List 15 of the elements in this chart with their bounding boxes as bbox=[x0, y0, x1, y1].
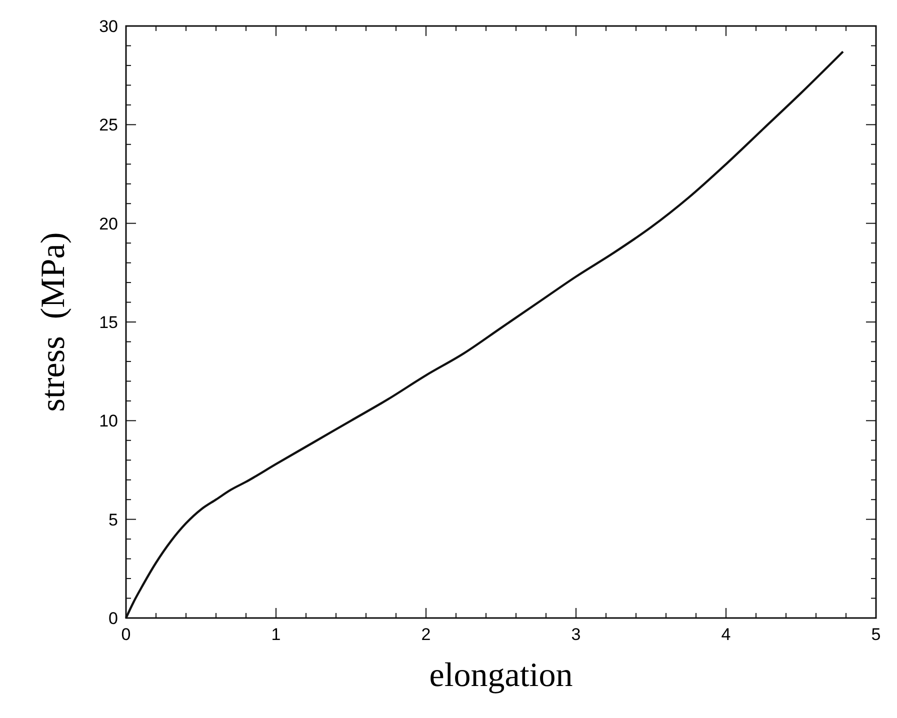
y-axis-title: stress (MPa) bbox=[35, 232, 72, 412]
y-tick-label: 20 bbox=[99, 214, 118, 234]
x-tick-label: 2 bbox=[421, 625, 431, 644]
x-axis-title: elongation bbox=[429, 657, 573, 694]
x-tick-label: 1 bbox=[271, 625, 281, 644]
x-tick-label: 5 bbox=[871, 625, 881, 644]
y-tick-label: 10 bbox=[99, 412, 118, 431]
y-tick-label: 15 bbox=[99, 313, 118, 332]
x-tick-label: 0 bbox=[121, 625, 131, 644]
x-tick-label: 4 bbox=[721, 625, 731, 644]
y-tick-label: 25 bbox=[99, 116, 118, 135]
y-tick-label: 5 bbox=[108, 510, 118, 530]
x-tick-label: 3 bbox=[571, 625, 581, 644]
y-tick-label: 30 bbox=[99, 17, 118, 36]
y-tick-label: 0 bbox=[108, 609, 118, 628]
